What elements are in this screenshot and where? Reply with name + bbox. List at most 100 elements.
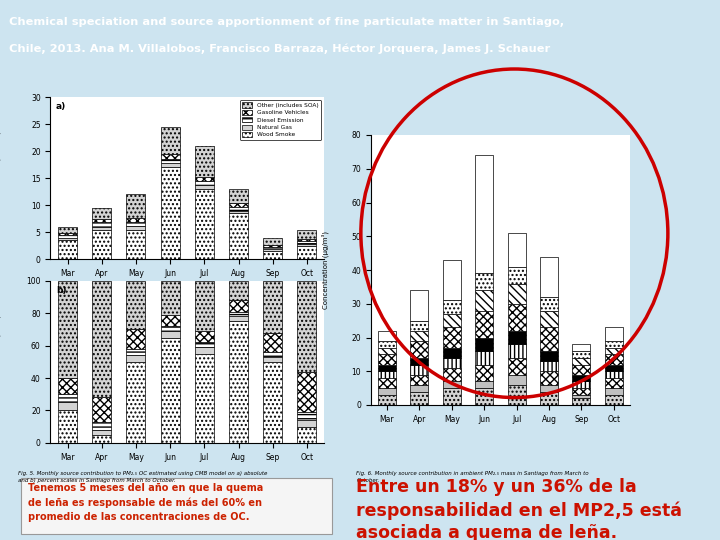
Bar bbox=[229, 281, 248, 300]
Text: responsabilidad en el MP2,5 está: responsabilidad en el MP2,5 está bbox=[356, 501, 683, 519]
Bar bbox=[58, 394, 77, 402]
Bar bbox=[572, 381, 590, 388]
Bar bbox=[378, 330, 396, 341]
Bar bbox=[540, 372, 558, 384]
Bar bbox=[297, 372, 316, 412]
Bar bbox=[443, 314, 461, 327]
Bar bbox=[195, 181, 214, 185]
Bar bbox=[443, 260, 461, 300]
Bar bbox=[161, 281, 179, 315]
Bar bbox=[475, 156, 493, 273]
Bar bbox=[264, 362, 282, 443]
Bar bbox=[161, 159, 179, 163]
Bar bbox=[443, 348, 461, 357]
Bar bbox=[410, 291, 428, 321]
Bar bbox=[195, 331, 214, 342]
Bar bbox=[195, 185, 214, 189]
Bar bbox=[540, 351, 558, 361]
Bar bbox=[475, 273, 493, 291]
Bar bbox=[475, 338, 493, 351]
Bar bbox=[58, 238, 77, 240]
Bar bbox=[58, 378, 77, 394]
Bar bbox=[540, 392, 558, 405]
Bar bbox=[161, 331, 179, 338]
Bar bbox=[475, 291, 493, 310]
Bar bbox=[410, 330, 428, 341]
Bar bbox=[127, 226, 145, 230]
Bar bbox=[297, 241, 316, 244]
Bar bbox=[161, 154, 179, 159]
Bar bbox=[195, 281, 214, 331]
Bar bbox=[264, 238, 282, 245]
Bar bbox=[605, 327, 623, 341]
Bar bbox=[264, 247, 282, 249]
Bar bbox=[572, 345, 590, 351]
Bar bbox=[508, 233, 526, 267]
Legend: Other (includes SOA), Gasoline Vehicles, Diesel Emission, Natural Gas, Wood Smok: Other (includes SOA), Gasoline Vehicles,… bbox=[240, 100, 321, 140]
Bar bbox=[297, 246, 316, 259]
Bar bbox=[58, 235, 77, 238]
Bar bbox=[297, 420, 316, 427]
Bar bbox=[229, 312, 248, 316]
Bar bbox=[410, 375, 428, 384]
Bar bbox=[475, 388, 493, 405]
Bar bbox=[92, 222, 111, 227]
Bar bbox=[195, 342, 214, 347]
Bar bbox=[475, 381, 493, 388]
Bar bbox=[378, 341, 396, 348]
Bar bbox=[58, 410, 77, 443]
Bar bbox=[297, 244, 316, 246]
Bar bbox=[264, 251, 282, 259]
Bar bbox=[297, 230, 316, 239]
Text: Chile, 2013. Ana M. Villalobos, Francisco Barraza, Héctor Jorquera, James J. Sch: Chile, 2013. Ana M. Villalobos, Francisc… bbox=[9, 44, 550, 54]
Text: Tenemos 5 meses del año en que la quema
de leña es responsable de más del 60% en: Tenemos 5 meses del año en que la quema … bbox=[27, 483, 263, 522]
Bar bbox=[508, 345, 526, 357]
Bar bbox=[161, 338, 179, 443]
Bar bbox=[572, 351, 590, 357]
Bar bbox=[161, 315, 179, 326]
Bar bbox=[378, 395, 396, 405]
Bar bbox=[605, 388, 623, 395]
Bar bbox=[297, 427, 316, 443]
Bar bbox=[127, 230, 145, 259]
Bar bbox=[410, 341, 428, 357]
Bar bbox=[229, 203, 248, 207]
Text: a): a) bbox=[56, 102, 66, 111]
Bar bbox=[195, 347, 214, 354]
Bar bbox=[264, 333, 282, 352]
Bar bbox=[605, 354, 623, 364]
Bar bbox=[229, 316, 248, 321]
Bar bbox=[475, 351, 493, 364]
Bar bbox=[195, 146, 214, 177]
Bar bbox=[443, 327, 461, 348]
Bar bbox=[443, 357, 461, 368]
Bar bbox=[127, 362, 145, 443]
Bar bbox=[508, 375, 526, 384]
Bar bbox=[264, 357, 282, 362]
Bar bbox=[58, 281, 77, 378]
Bar bbox=[572, 399, 590, 405]
Bar bbox=[127, 222, 145, 226]
Bar bbox=[264, 352, 282, 357]
Bar bbox=[475, 310, 493, 338]
Text: Fig. 6. Monthly source contribution in ambient PM₂.₅ mass in Santiago from March: Fig. 6. Monthly source contribution in a… bbox=[356, 471, 589, 483]
Bar bbox=[443, 368, 461, 381]
Bar bbox=[540, 256, 558, 297]
Bar bbox=[161, 326, 179, 331]
Bar bbox=[572, 357, 590, 364]
Bar bbox=[229, 207, 248, 211]
Text: asociada a quema de leña.: asociada a quema de leña. bbox=[356, 524, 618, 540]
Bar bbox=[229, 211, 248, 213]
Bar bbox=[229, 189, 248, 203]
Bar bbox=[605, 378, 623, 388]
Bar bbox=[92, 397, 111, 422]
Bar bbox=[410, 392, 428, 405]
Bar bbox=[410, 364, 428, 375]
Bar bbox=[297, 239, 316, 241]
Bar bbox=[378, 354, 396, 364]
Bar bbox=[378, 378, 396, 388]
Bar bbox=[508, 267, 526, 284]
Bar bbox=[92, 435, 111, 443]
Y-axis label: Source contribution (%OC): Source contribution (%OC) bbox=[0, 315, 1, 408]
Bar bbox=[540, 327, 558, 351]
